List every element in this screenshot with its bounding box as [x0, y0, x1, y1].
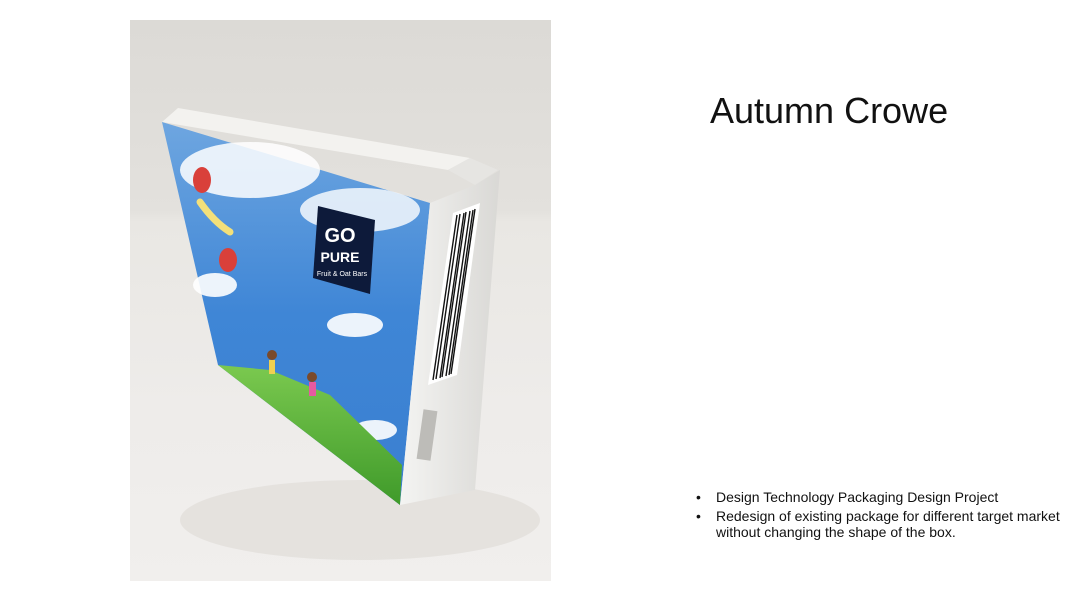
child-figure-icon	[267, 350, 277, 360]
bullet-item: Redesign of existing package for differe…	[696, 508, 1066, 540]
banana-icon	[196, 198, 234, 236]
strawberry-icon	[193, 167, 211, 193]
go-pure-logo: GO PURE Fruit & Oat Bars	[313, 206, 375, 294]
strawberry-icon	[219, 248, 237, 272]
barcode	[428, 203, 480, 385]
svg-text:GO: GO	[324, 225, 355, 247]
cereal-box-illustration: GO PURE Fruit & Oat Bars	[162, 108, 540, 560]
bullet-list: Design Technology Packaging Design Proje…	[696, 489, 1066, 543]
slide-title: Autumn Crowe	[710, 90, 949, 131]
product-photo: GO PURE Fruit & Oat Bars	[130, 20, 551, 581]
svg-text:Fruit & Oat Bars: Fruit & Oat Bars	[317, 271, 368, 278]
bullet-item: Design Technology Packaging Design Proje…	[696, 489, 1066, 505]
child-figure-icon	[307, 372, 317, 382]
svg-text:PURE: PURE	[321, 249, 360, 265]
